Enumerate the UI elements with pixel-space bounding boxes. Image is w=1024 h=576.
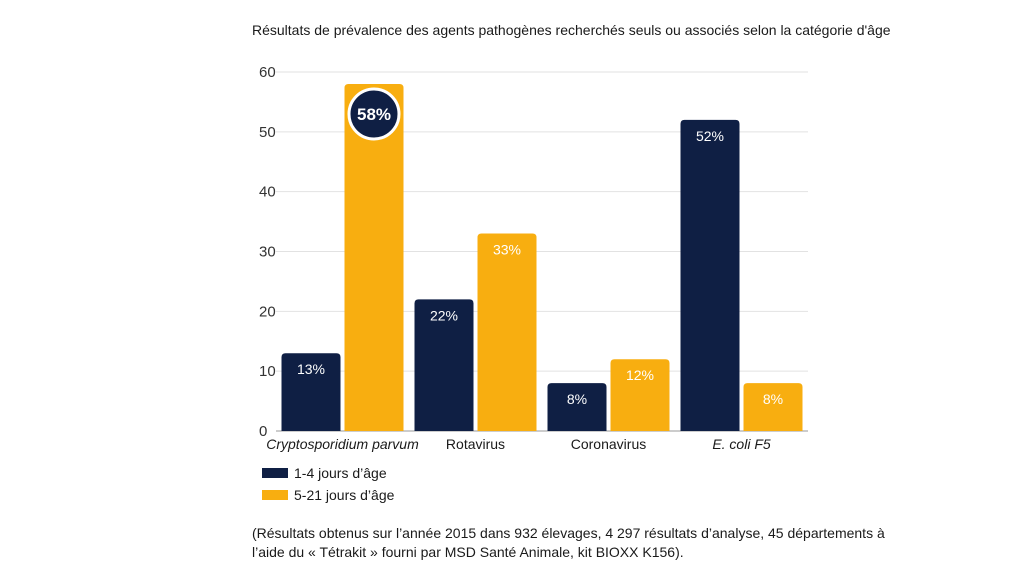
bar: [680, 119, 740, 431]
x-tick-label: Rotavirus: [446, 436, 505, 452]
y-tick-label: 60: [259, 64, 276, 81]
legend-label-series-2: 5-21 jours d’âge: [294, 487, 395, 503]
y-tick-label: 10: [259, 363, 276, 380]
bar: [547, 383, 607, 431]
x-tick-label: E. coli F5: [712, 436, 771, 452]
y-tick-label: 0: [259, 423, 267, 440]
y-tick-label: 40: [259, 184, 276, 201]
y-tick-label: 50: [259, 124, 276, 141]
footnote: (Résultats obtenus sur l’année 2015 dans…: [252, 525, 885, 560]
data-label: 33%: [493, 242, 521, 258]
data-label: 8%: [567, 391, 587, 407]
data-label: 8%: [763, 391, 783, 407]
bar: [344, 83, 404, 431]
bar: [414, 299, 474, 431]
data-label: 13%: [297, 361, 325, 377]
x-tick-label: Cryptosporidium parvum: [266, 436, 419, 452]
legend-item-series-2: 5-21 jours d’âge: [262, 484, 394, 506]
legend-label-series-1: 1-4 jours d’âge: [294, 465, 387, 481]
chart-title: Résultats de prévalence des agents patho…: [252, 22, 891, 38]
y-tick-label: 20: [259, 303, 276, 320]
bar: [610, 359, 670, 431]
highlight-badge: [347, 87, 401, 141]
bar: [743, 383, 803, 431]
x-tick-label: Coronavirus: [571, 436, 646, 452]
data-label: 22%: [430, 307, 458, 323]
legend: 1-4 jours d’âge 5-21 jours d’âge: [262, 462, 394, 506]
legend-item-series-1: 1-4 jours d’âge: [262, 462, 394, 484]
data-label: 12%: [626, 367, 654, 383]
data-label: 52%: [696, 128, 724, 144]
bar: [281, 353, 341, 431]
legend-swatch-series-1: [262, 468, 288, 478]
y-tick-label: 30: [259, 244, 276, 261]
bar: [477, 233, 537, 431]
legend-swatch-series-2: [262, 490, 288, 500]
highlight-label: 58%: [357, 105, 391, 124]
